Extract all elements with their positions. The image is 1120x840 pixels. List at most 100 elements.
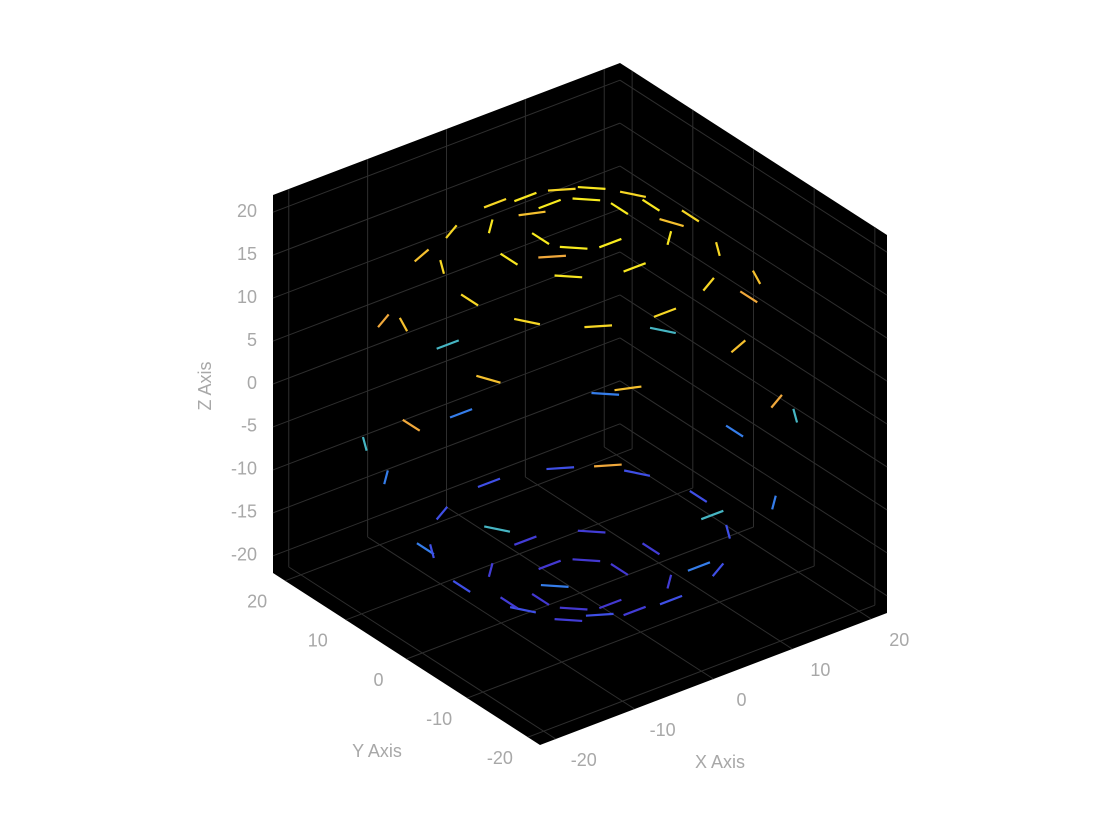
grid-line xyxy=(619,251,888,425)
vector-segment xyxy=(402,418,421,432)
z-tick-label: 0 xyxy=(247,373,257,393)
z-axis-label: Z Axis xyxy=(195,361,215,410)
vector-segment xyxy=(531,593,550,606)
vector-segment xyxy=(610,202,629,215)
vector-segment xyxy=(700,509,724,521)
vector-segment xyxy=(577,529,606,534)
vector-segment xyxy=(577,185,606,190)
grid-line xyxy=(467,565,815,699)
z-tick-label: 10 xyxy=(237,287,257,307)
vector-segment xyxy=(487,219,494,234)
grid-line xyxy=(272,79,621,213)
grid-line xyxy=(619,79,888,253)
vector-segment xyxy=(435,506,449,521)
y-tick-label: -10 xyxy=(426,709,452,729)
vector-segment xyxy=(513,535,537,546)
vector-segment xyxy=(659,218,684,228)
vector-segment xyxy=(513,191,537,203)
vector-segment xyxy=(487,562,494,578)
vector-segment xyxy=(547,187,576,192)
y-axis-label: Y Axis xyxy=(352,741,402,761)
vector-segment xyxy=(572,558,601,563)
vector-segment xyxy=(689,490,708,503)
z-tick-label: -15 xyxy=(231,502,257,522)
x-tick-label: -20 xyxy=(571,750,597,770)
y-tick-label: 20 xyxy=(247,592,267,612)
vector-segment xyxy=(509,606,537,614)
x-tick-label: 0 xyxy=(736,690,746,710)
vector-segment xyxy=(518,210,546,217)
vector-segment xyxy=(429,544,435,559)
vector-segment xyxy=(445,224,458,239)
grid-line xyxy=(284,448,633,582)
vector-segment xyxy=(725,424,744,438)
vector-segment xyxy=(739,290,758,304)
vector-segment xyxy=(770,394,783,409)
z-tick-label: 20 xyxy=(237,201,257,221)
vector-segment xyxy=(559,606,588,611)
vector-segment xyxy=(449,408,473,419)
grid-line xyxy=(619,165,888,339)
z-tick-label: -20 xyxy=(231,545,257,565)
vector-segment xyxy=(751,270,762,285)
vector-segment xyxy=(591,391,620,396)
vector-segment xyxy=(377,313,390,328)
vector-segment xyxy=(666,230,673,246)
vector-segment xyxy=(687,561,711,572)
vector-segment xyxy=(614,385,642,392)
vector-segment xyxy=(792,408,799,423)
vector-segment xyxy=(538,198,562,210)
vector-segment xyxy=(641,198,661,212)
grid-line xyxy=(619,122,888,296)
vector-segment xyxy=(623,262,647,273)
x-tick-label: -10 xyxy=(650,720,676,740)
vector-segment xyxy=(499,596,519,610)
x-tick-label: 20 xyxy=(889,630,909,650)
y-tick-label: 0 xyxy=(373,670,383,690)
vector-segment xyxy=(584,324,613,329)
grid-line xyxy=(272,251,621,385)
vector-segment xyxy=(436,339,460,350)
grid-line xyxy=(272,122,621,256)
grid-line xyxy=(272,423,621,557)
plot-area xyxy=(361,185,799,623)
vector-segment xyxy=(499,252,519,266)
grid-line xyxy=(272,337,621,471)
vector-segment xyxy=(559,245,588,250)
grid-line xyxy=(406,526,754,660)
vector-segment xyxy=(715,241,721,257)
vector-segment xyxy=(623,469,651,477)
vector-segment xyxy=(659,594,683,606)
grid-line xyxy=(272,294,621,428)
vector-segment xyxy=(653,307,677,318)
vector-segment xyxy=(540,583,569,588)
vector-segment xyxy=(439,259,445,275)
vector-segment xyxy=(619,190,647,199)
vector-segment xyxy=(538,254,567,259)
grid-line xyxy=(619,337,888,511)
vector-segment xyxy=(513,317,541,326)
z-tick-label: 15 xyxy=(237,244,257,264)
vector-segment xyxy=(483,525,511,533)
grid-line xyxy=(619,294,888,468)
grid-line xyxy=(619,423,888,597)
vector-segment xyxy=(538,559,562,571)
vector-segment xyxy=(546,466,575,471)
vector-segment xyxy=(383,470,389,485)
z-tick-label: -10 xyxy=(231,459,257,479)
grid-line xyxy=(619,380,888,554)
grid-line xyxy=(272,165,621,299)
vector-segment xyxy=(554,274,583,279)
vector-segment xyxy=(413,248,430,263)
vector-segment xyxy=(531,232,550,245)
vector-segment xyxy=(398,317,409,332)
vector-segment xyxy=(702,277,715,292)
vector-segment xyxy=(666,574,673,589)
x-tick-label: 10 xyxy=(810,660,830,680)
vector-segment xyxy=(641,542,661,556)
vector-segment xyxy=(598,598,622,610)
vector-segment xyxy=(610,563,629,576)
vector-segment xyxy=(416,542,435,556)
vector-segment xyxy=(554,618,583,623)
